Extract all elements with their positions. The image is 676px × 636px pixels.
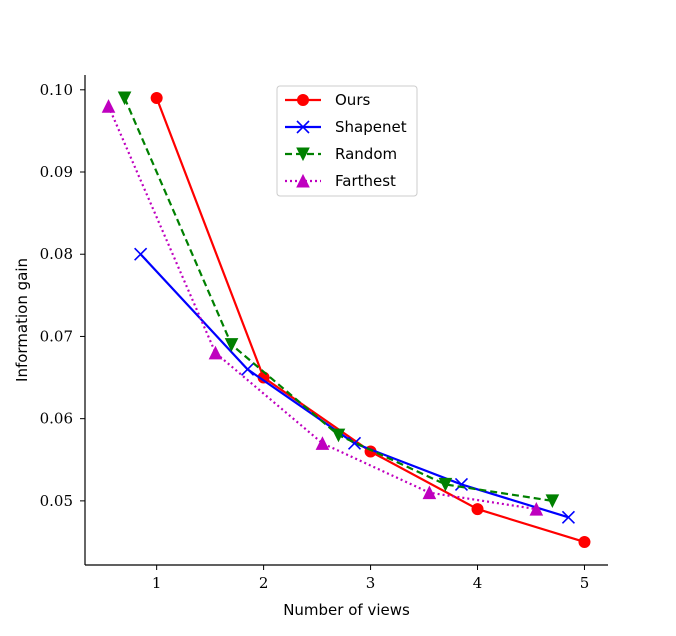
x-tick-label: 3 [366, 574, 376, 592]
y-tick-label: 0.09 [40, 163, 73, 181]
data-point-shapenet [561, 510, 575, 524]
series-farthest [101, 99, 544, 516]
y-tick-label: 0.10 [40, 81, 73, 99]
x-tick-label: 1 [152, 574, 162, 592]
data-point-shapenet [134, 247, 148, 261]
legend-item-farthest: Farthest [285, 172, 396, 190]
legend-item-random: Random [285, 145, 397, 163]
legend-label-farthest: Farthest [335, 172, 396, 190]
legend-box [276, 85, 418, 197]
legend-item-shapenet: Shapenet [285, 118, 407, 136]
series-line-shapenet [139, 253, 569, 519]
data-point-random [545, 494, 560, 508]
legend-label-ours: Ours [335, 91, 370, 109]
ticks: 1 2 3 4 5 0.05 0.06 0.07 0.08 0.09 0.10 [40, 81, 590, 592]
data-point-shapenet-stroke [134, 247, 148, 261]
data-point-shapenet-stroke [454, 477, 469, 491]
legend-marker-shapenet [296, 120, 310, 134]
data-point-random [331, 428, 346, 443]
x-tick-label: 5 [580, 574, 590, 592]
data-point-farthest [208, 345, 223, 360]
y-tick-label: 0.08 [40, 245, 73, 263]
legend-marker-shapenet-stroke [296, 120, 310, 134]
series-layer [101, 91, 591, 548]
x-axis-label: Number of views [283, 601, 410, 619]
series-ours [150, 92, 591, 548]
y-tick-label: 0.06 [40, 410, 73, 428]
legend-item-ours: Ours [285, 91, 370, 109]
data-point-shapenet-stroke [347, 436, 362, 450]
data-point-shapenet [347, 436, 362, 450]
data-point-shapenet [241, 362, 255, 376]
data-point-shapenet-stroke [241, 362, 255, 376]
legend-marker-farthest [296, 173, 310, 188]
legend: Ours Shapenet Random Farthest [276, 85, 418, 197]
x-tick-label: 4 [473, 574, 483, 592]
data-point-shapenet [454, 477, 469, 491]
legend-marker-random [296, 147, 310, 162]
data-point-ours [471, 503, 484, 516]
data-point-farthest [315, 436, 330, 450]
data-point-farthest [529, 501, 544, 516]
series-random [117, 91, 560, 508]
data-point-ours [150, 92, 163, 105]
data-point-farthest [101, 99, 116, 113]
data-point-random [224, 338, 239, 352]
series-shapenet [134, 247, 575, 524]
legend-label-shapenet: Shapenet [335, 118, 407, 136]
y-axis-label: Information gain [13, 258, 31, 382]
y-tick-label: 0.05 [40, 492, 73, 510]
data-point-shapenet-stroke [561, 510, 575, 524]
data-point-random [438, 477, 453, 492]
x-tick-label: 2 [259, 574, 269, 592]
y-tick-label: 0.07 [40, 327, 73, 345]
data-point-farthest [422, 485, 437, 500]
axes [84, 75, 608, 566]
data-point-random [117, 91, 132, 106]
data-point-ours [578, 535, 591, 548]
legend-marker-ours [297, 94, 309, 106]
legend-label-random: Random [335, 145, 397, 163]
